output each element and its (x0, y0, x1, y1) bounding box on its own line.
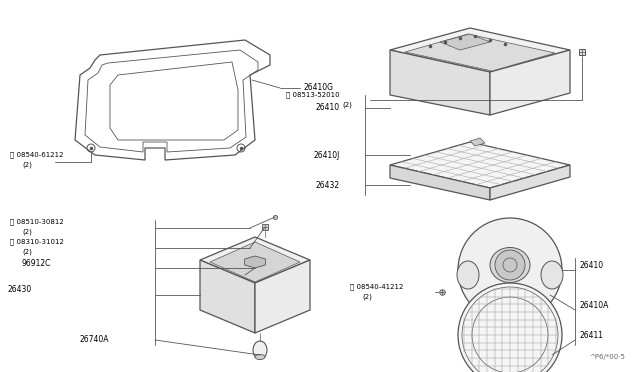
Text: ^P6/*00·5: ^P6/*00·5 (589, 354, 625, 360)
Text: 26410G: 26410G (303, 83, 333, 93)
Polygon shape (390, 50, 490, 115)
Ellipse shape (253, 341, 267, 359)
Polygon shape (390, 165, 490, 200)
Text: Ⓢ 08310-31012: Ⓢ 08310-31012 (10, 239, 64, 245)
Circle shape (495, 250, 525, 280)
Polygon shape (390, 28, 570, 72)
Text: 26430: 26430 (8, 285, 32, 295)
Text: Ⓢ 08510-30812: Ⓢ 08510-30812 (10, 219, 64, 225)
Circle shape (458, 283, 562, 372)
Text: 26432: 26432 (316, 180, 340, 189)
Text: 26410: 26410 (580, 260, 604, 269)
Text: 96912C: 96912C (22, 259, 51, 267)
Text: (2): (2) (22, 249, 32, 255)
Polygon shape (200, 237, 310, 283)
Polygon shape (490, 50, 570, 115)
Text: (2): (2) (22, 162, 32, 168)
Polygon shape (490, 165, 570, 200)
Text: Ⓢ 08540-41212: Ⓢ 08540-41212 (350, 284, 403, 290)
Text: 26410J: 26410J (314, 151, 340, 160)
Circle shape (458, 218, 562, 322)
Polygon shape (390, 142, 570, 188)
Ellipse shape (490, 247, 530, 282)
Polygon shape (405, 34, 555, 71)
Polygon shape (255, 260, 310, 333)
Polygon shape (200, 260, 255, 333)
Text: 26740A: 26740A (80, 336, 109, 344)
Text: (2): (2) (362, 294, 372, 300)
Polygon shape (244, 256, 266, 268)
Text: Ⓢ 08540-61212: Ⓢ 08540-61212 (10, 152, 63, 158)
Text: 26410A: 26410A (580, 301, 609, 310)
Ellipse shape (541, 261, 563, 289)
Text: 26411: 26411 (580, 330, 604, 340)
Text: (2): (2) (342, 102, 352, 108)
Text: Ⓢ 08513-52010: Ⓢ 08513-52010 (286, 92, 340, 98)
Text: (2): (2) (22, 229, 32, 235)
Ellipse shape (255, 355, 265, 359)
Ellipse shape (457, 261, 479, 289)
Text: 26410: 26410 (316, 103, 340, 112)
Polygon shape (210, 242, 300, 282)
Polygon shape (470, 138, 485, 146)
Polygon shape (440, 34, 490, 50)
